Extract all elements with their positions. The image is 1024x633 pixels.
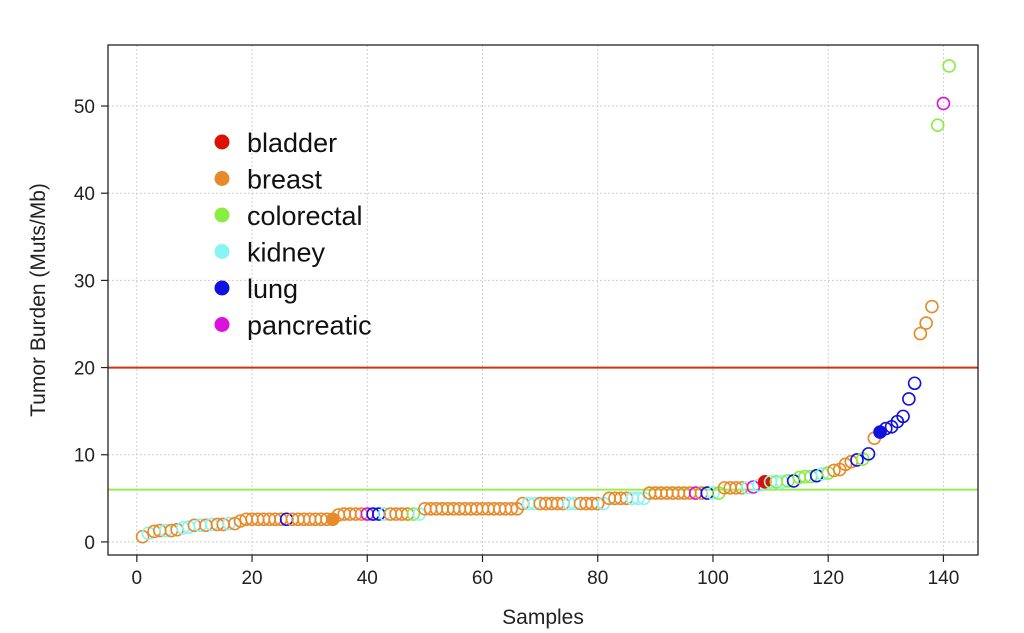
x-tick-label: 60 (472, 568, 493, 589)
data-point-lung (850, 453, 864, 467)
data-point-breast (504, 501, 519, 516)
legend-label-kidney: kidney (247, 238, 326, 268)
x-tick-label: 0 (132, 568, 143, 589)
legend: bladder breast colorectal kidney lung pancrea… (214, 128, 372, 341)
x-tick-label: 20 (241, 568, 262, 589)
y-tick-label: 10 (74, 446, 95, 467)
plot-frame (107, 44, 979, 556)
x-axis: 0 20 40 60 80 100 120 140 (132, 555, 960, 589)
data-point-pancreatic (746, 480, 761, 494)
legend-marker-pancreatic (214, 317, 230, 332)
y-tick-label: 30 (74, 271, 95, 292)
x-tick-label: 140 (928, 568, 960, 589)
legend-marker-breast (214, 171, 230, 186)
data-point-pancreatic (936, 96, 951, 111)
data-point-breast (827, 463, 841, 478)
x-tick-label: 40 (357, 568, 378, 589)
data-point-colorectal (406, 507, 421, 521)
y-tick-label: 40 (74, 184, 95, 205)
y-axis: 0 10 20 30 40 50 (74, 97, 108, 554)
x-axis-label: Samples (502, 606, 584, 629)
data-point-colorectal (942, 59, 956, 73)
data-point-breast (590, 496, 605, 511)
legend-label-bladder: bladder (247, 128, 337, 158)
data-point-lung (861, 447, 876, 461)
data-point-breast (925, 299, 939, 314)
x-tick-label: 80 (587, 568, 608, 589)
legend-marker-kidney (214, 244, 230, 259)
legend-label-lung: lung (247, 274, 298, 304)
legend-label-breast: breast (247, 165, 323, 195)
data-point-breast (919, 316, 933, 330)
y-axis-label: Tumor Burden (Muts/Mb) (27, 183, 50, 417)
data-point-kidney (631, 491, 645, 506)
data-point-lung (902, 392, 916, 406)
grid-lines (108, 45, 978, 555)
legend-marker-colorectal (214, 207, 230, 223)
reference-lines (108, 366, 978, 491)
data-point-lung (896, 409, 910, 424)
legend-label-colorectal: colorectal (247, 201, 363, 231)
data-point-colorectal (930, 118, 945, 133)
data-point-lung (907, 376, 922, 391)
y-tick-label: 50 (74, 97, 95, 118)
y-tick-label: 20 (74, 359, 95, 380)
data-point-breast (913, 326, 928, 341)
legend-label-pancreatic: pancreatic (247, 311, 372, 341)
data-point-kidney (706, 486, 720, 500)
x-tick-label: 120 (812, 568, 844, 589)
y-tick-label: 0 (84, 533, 95, 554)
data-point-lung (879, 421, 893, 436)
legend-marker-bladder (214, 134, 230, 150)
legend-marker-lung (214, 280, 230, 296)
data-points (135, 59, 956, 544)
x-tick-label: 100 (697, 568, 729, 589)
